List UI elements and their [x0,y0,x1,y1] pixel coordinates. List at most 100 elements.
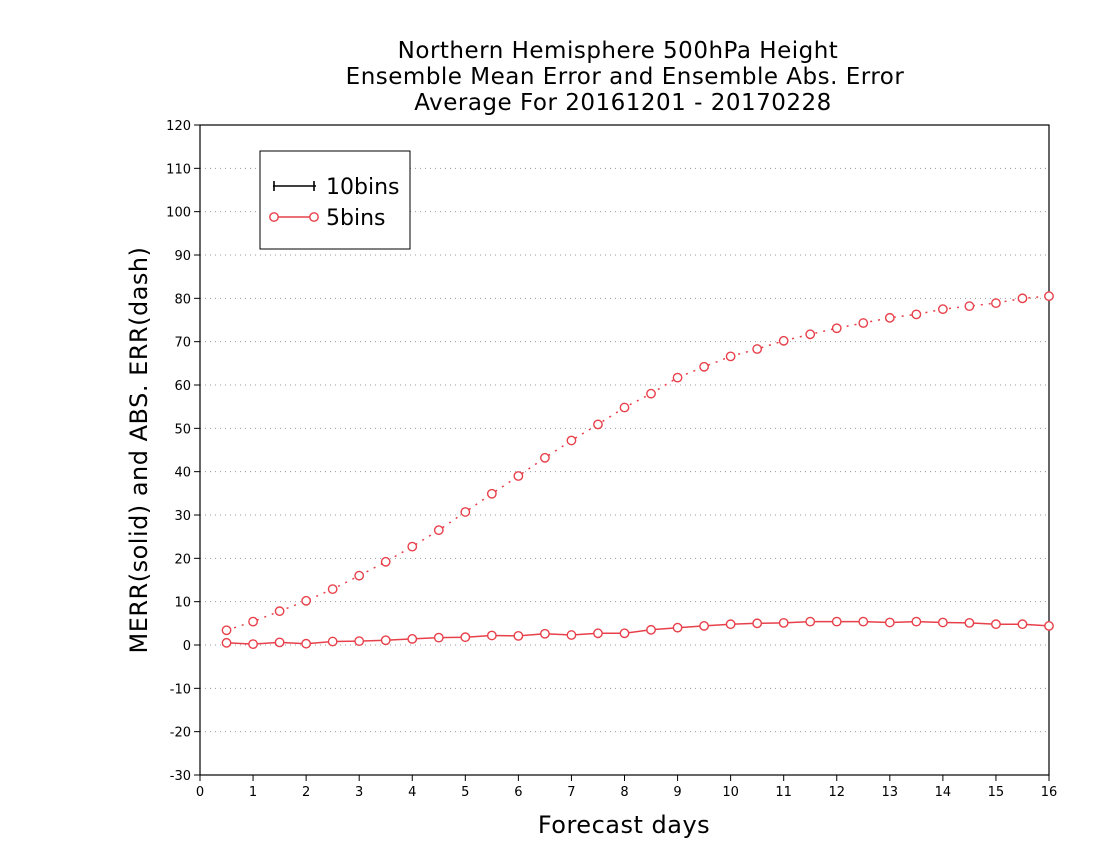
data-point-abs-error [964,301,975,312]
y-axis-label: MERR(solid) and ABS. ERR(dash) [125,247,153,654]
legend-item-10bins: 10bins [273,175,399,200]
data-point-abs-error [301,595,312,606]
y-tick-label: 30 [174,509,191,524]
x-tick-label: 2 [302,785,310,800]
legend-item-5bins: 5bins [269,206,385,231]
x-tick-label: 9 [673,785,681,800]
data-point-abs-error [486,488,497,499]
x-tick-label: 7 [567,785,575,800]
legend-label: 5bins [326,206,385,231]
x-tick-label: 11 [775,785,792,800]
data-point-abs-error [407,541,418,552]
data-point-mean-error [699,621,709,631]
data-point-mean-error [354,636,365,646]
x-tick-label: 5 [461,785,469,800]
x-tick-label: 10 [722,785,739,800]
data-point-mean-error [778,618,789,628]
data-point-mean-error [831,616,842,627]
x-axis-ticks: 0 1 2 3 4 5 6 7 8 9 10 11 12 13 14 15 16 [196,775,1057,800]
y-tick-label: 80 [174,292,191,307]
series-line-5bins-mean-error [226,620,1050,645]
data-point-mean-error [433,632,444,643]
x-tick-label: 8 [620,785,628,800]
data-point-abs-error [991,298,1001,308]
title-line-1: Northern Hemisphere 500hPa Height [398,38,839,64]
data-point-mean-error [646,624,656,635]
data-point-abs-error [831,323,842,334]
data-point-abs-error [672,372,683,383]
data-point-abs-error [513,471,524,481]
y-tick-label: 0 [183,639,191,654]
data-point-mean-error [274,637,285,648]
legend: 10bins 5bins [259,150,411,250]
y-tick-label: -20 [170,726,191,741]
data-point-mean-error [380,635,391,646]
data-point-abs-error [884,312,895,323]
data-point-abs-error [1044,291,1054,302]
y-tick-label: -30 [170,769,191,784]
series-line-5bins-abs-error [226,295,1050,632]
y-tick-label: 40 [174,466,191,481]
data-point-abs-error [1017,293,1028,304]
data-point-abs-error [274,606,285,617]
data-point-mean-error [858,616,869,627]
data-point-mean-error [752,618,763,629]
data-point-abs-error [911,309,922,320]
data-point-mean-error [248,639,258,650]
data-point-abs-error [805,329,816,340]
x-tick-label: 6 [514,785,522,800]
x-tick-label: 3 [355,785,363,800]
data-point-mean-error [407,634,418,644]
x-tick-label: 13 [882,785,899,800]
y-tick-label: 20 [174,552,191,567]
data-point-abs-error [619,402,630,413]
data-point-mean-error [1044,621,1054,631]
legend-marker-circle [269,212,279,222]
data-point-mean-error [1017,619,1028,630]
y-axis-ticks: -30 -20 -10 0 10 20 30 40 50 60 70 80 90 100 110 120 [166,119,200,784]
y-tick-label: 60 [174,379,191,394]
y-tick-label: 10 [174,596,191,611]
data-point-mean-error [301,638,312,649]
x-tick-label: 16 [1041,785,1058,800]
x-tick-label: 14 [935,785,952,800]
x-tick-label: 4 [408,785,416,800]
y-tick-label: 110 [166,162,191,177]
data-point-mean-error [513,631,524,641]
legend-label: 10bins [326,175,399,200]
data-point-mean-error [937,617,948,628]
data-point-mean-error [593,628,603,639]
data-point-abs-error [460,507,471,517]
legend-marker-plus [273,181,315,191]
legend-marker-circle [309,212,319,222]
y-tick-label: 50 [174,422,191,437]
data-point-mean-error [964,618,975,628]
y-tick-label: 90 [174,249,191,264]
data-point-abs-error [699,361,709,372]
data-point-abs-error [221,625,232,636]
y-tick-label: -10 [170,682,191,697]
data-point-abs-error [858,318,869,328]
x-tick-label: 0 [196,785,204,800]
y-tick-label: 100 [166,206,191,221]
data-point-abs-error [248,616,258,627]
data-point-abs-error [725,351,736,362]
data-point-mean-error [805,616,816,627]
data-point-mean-error [911,616,922,627]
plot-frame [199,124,1050,776]
x-tick-label: 1 [249,785,257,800]
data-point-mean-error [327,636,338,647]
data-point-abs-error [540,452,550,463]
data-point-abs-error [937,304,948,315]
data-point-mean-error [221,637,232,648]
x-axis-label: Forecast days [538,811,710,839]
series-layer [221,291,1054,650]
data-point-mean-error [619,628,630,639]
gridlines [200,167,1049,733]
title-line-3: Average For 20161201 - 20170228 [414,90,832,116]
x-tick-label: 15 [988,785,1005,800]
data-point-abs-error [646,388,656,399]
data-point-abs-error [593,419,603,430]
data-point-mean-error [672,622,683,633]
